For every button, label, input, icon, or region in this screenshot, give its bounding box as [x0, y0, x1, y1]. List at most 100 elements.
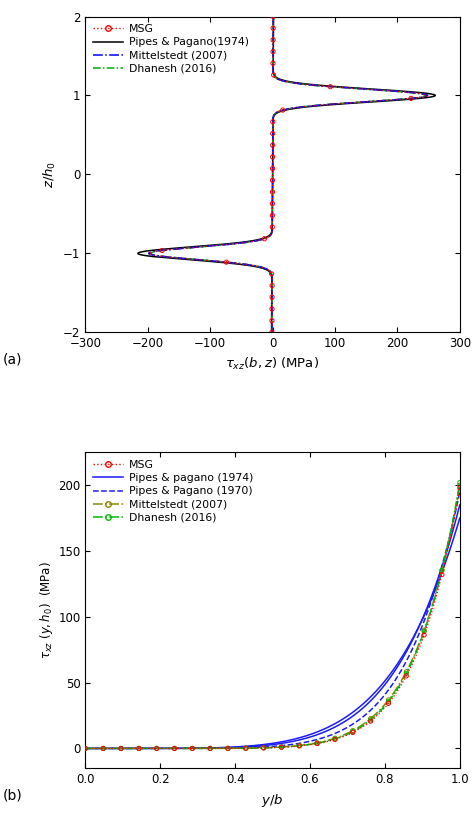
Point: [269, 21, 277, 35]
X-axis label: $y/b$: $y/b$: [261, 791, 284, 809]
Point: [171, 742, 178, 755]
Point: [100, 742, 107, 755]
Point: [456, 478, 464, 491]
Point: [402, 669, 410, 682]
Point: [260, 741, 267, 754]
Point: [278, 740, 285, 753]
Point: [117, 742, 125, 755]
Point: [189, 742, 196, 755]
Point: [269, 185, 276, 198]
Point: [206, 742, 214, 755]
Text: (a): (a): [3, 353, 22, 367]
Point: [189, 742, 196, 755]
Point: [269, 221, 276, 234]
Point: [367, 712, 374, 725]
Point: [242, 742, 250, 755]
Point: [367, 714, 374, 728]
Point: [206, 742, 214, 755]
Point: [100, 742, 107, 755]
Point: [420, 624, 428, 638]
Point: [135, 742, 143, 755]
Y-axis label: $z/h_0$: $z/h_0$: [41, 161, 57, 188]
Point: [270, 69, 277, 82]
Point: [278, 741, 285, 754]
Point: [117, 742, 125, 755]
Point: [279, 103, 286, 116]
Point: [224, 742, 232, 755]
Point: [327, 80, 334, 93]
Text: (b): (b): [3, 789, 23, 803]
Point: [117, 742, 125, 755]
Point: [331, 733, 339, 746]
Point: [242, 742, 250, 755]
Point: [82, 742, 89, 755]
X-axis label: $\tau_{xz}(b, z)$ (MPa): $\tau_{xz}(b, z)$ (MPa): [226, 356, 319, 372]
Point: [402, 665, 410, 678]
Point: [269, 10, 277, 23]
Point: [268, 314, 276, 327]
Point: [420, 629, 428, 642]
Point: [82, 742, 89, 755]
Point: [171, 742, 178, 755]
Point: [261, 232, 268, 245]
Point: [100, 742, 107, 755]
Point: [438, 563, 446, 577]
Point: [268, 325, 276, 339]
Point: [260, 741, 267, 754]
Point: [269, 209, 276, 222]
Point: [269, 197, 276, 211]
Point: [224, 742, 232, 755]
Point: [385, 695, 392, 708]
Point: [189, 742, 196, 755]
Point: [269, 139, 276, 152]
Point: [153, 742, 160, 755]
Point: [407, 92, 415, 105]
Point: [349, 725, 356, 738]
Point: [269, 162, 276, 175]
Legend: MSG, Pipes & Pagano(1974), Mittelstedt (2007), Dhanesh (2016): MSG, Pipes & Pagano(1974), Mittelstedt (…: [91, 22, 251, 76]
Point: [171, 742, 178, 755]
Point: [313, 737, 321, 750]
Point: [295, 738, 303, 752]
Point: [349, 726, 356, 739]
Point: [269, 150, 276, 164]
Point: [385, 693, 392, 706]
Point: [385, 696, 392, 710]
Point: [313, 736, 321, 749]
Point: [438, 568, 446, 582]
Point: [456, 476, 464, 489]
Point: [206, 742, 214, 755]
Point: [269, 57, 277, 70]
Point: [278, 741, 285, 754]
Point: [268, 279, 276, 292]
Point: [268, 291, 276, 304]
Point: [349, 724, 356, 738]
Point: [135, 742, 143, 755]
Point: [242, 742, 250, 755]
Point: [269, 33, 277, 46]
Point: [295, 739, 303, 752]
Point: [269, 127, 276, 140]
Point: [438, 563, 446, 577]
Point: [456, 482, 464, 495]
Point: [420, 624, 428, 637]
Legend: MSG, Pipes & pagano (1974), Pipes & Pagano (1970), Mittelstedt (2007), Dhanesh (: MSG, Pipes & pagano (1974), Pipes & Paga…: [91, 458, 255, 525]
Point: [269, 115, 276, 128]
Point: [269, 173, 276, 187]
Point: [135, 742, 143, 755]
Point: [260, 741, 267, 754]
Point: [268, 268, 275, 281]
Point: [153, 742, 160, 755]
Point: [367, 713, 374, 726]
Point: [268, 302, 276, 316]
Point: [224, 742, 232, 755]
Point: [269, 45, 277, 58]
Y-axis label: $\tau_{xz}\ (y,h_0)$  (MPa): $\tau_{xz}\ (y,h_0)$ (MPa): [38, 562, 55, 659]
Point: [295, 739, 303, 752]
Point: [223, 255, 230, 268]
Point: [402, 667, 410, 680]
Point: [158, 244, 166, 257]
Point: [331, 732, 339, 745]
Point: [331, 733, 339, 746]
Point: [153, 742, 160, 755]
